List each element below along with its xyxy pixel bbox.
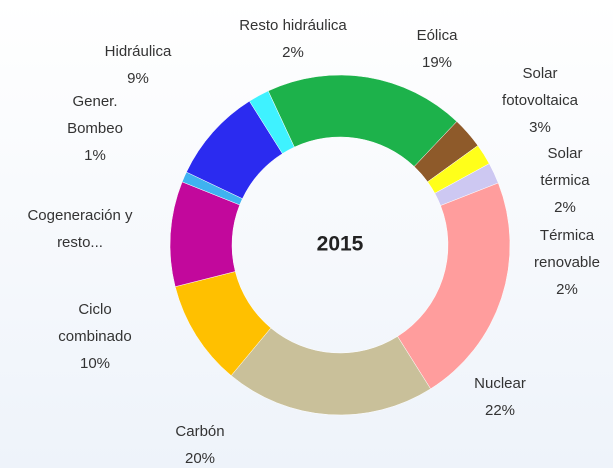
slice-label: Solar fotovoltaica 3% — [490, 60, 590, 141]
category-name: Resto hidráulica — [239, 17, 347, 34]
category-name: Cogeneración y resto... — [27, 207, 133, 251]
slice-label: Resto hidráulica 2% — [239, 12, 347, 66]
category-name: Ciclo combinado — [58, 301, 132, 345]
category-name: Gener. Bombeo — [67, 93, 123, 137]
slice-label: Carbón 20% — [175, 418, 224, 468]
value-label: 2% — [556, 281, 578, 298]
slice-label: Cogeneración y resto... — [23, 202, 138, 256]
value-label: 20% — [184, 450, 216, 467]
value-label: 3% — [529, 119, 551, 136]
chart-title: 2015 — [317, 233, 364, 256]
category-name: Solar térmica — [540, 145, 590, 189]
value-label: 10% — [79, 355, 111, 372]
value-label: 22% — [484, 402, 516, 419]
value-label: 2% — [282, 44, 304, 61]
slice-label: Eólica 19% — [417, 22, 458, 76]
category-name: Térmica renovable — [534, 227, 600, 271]
category-name: Carbón — [175, 423, 225, 440]
donut-segment — [230, 327, 431, 416]
donut-segment — [249, 90, 295, 154]
value-label: 9% — [127, 70, 149, 87]
value-label: 1% — [84, 147, 106, 164]
donut-segment — [397, 182, 511, 390]
category-name: Solar fotovoltaica — [502, 65, 578, 109]
category-name: Eólica — [416, 27, 458, 44]
slice-label: Térmica renovable 2% — [521, 222, 613, 303]
category-name: Nuclear — [474, 375, 526, 392]
category-name: Hidráulica — [104, 43, 172, 60]
slice-label: Ciclo combinado 10% — [49, 296, 141, 377]
slice-label: Hidráulica 9% — [105, 38, 172, 92]
slice-label: Solar térmica 2% — [526, 140, 604, 221]
slice-label: Nuclear 22% — [474, 370, 526, 424]
slice-label: Gener. Bombeo 1% — [59, 88, 131, 169]
value-label: 2% — [554, 199, 576, 216]
value-label: 19% — [421, 54, 453, 71]
